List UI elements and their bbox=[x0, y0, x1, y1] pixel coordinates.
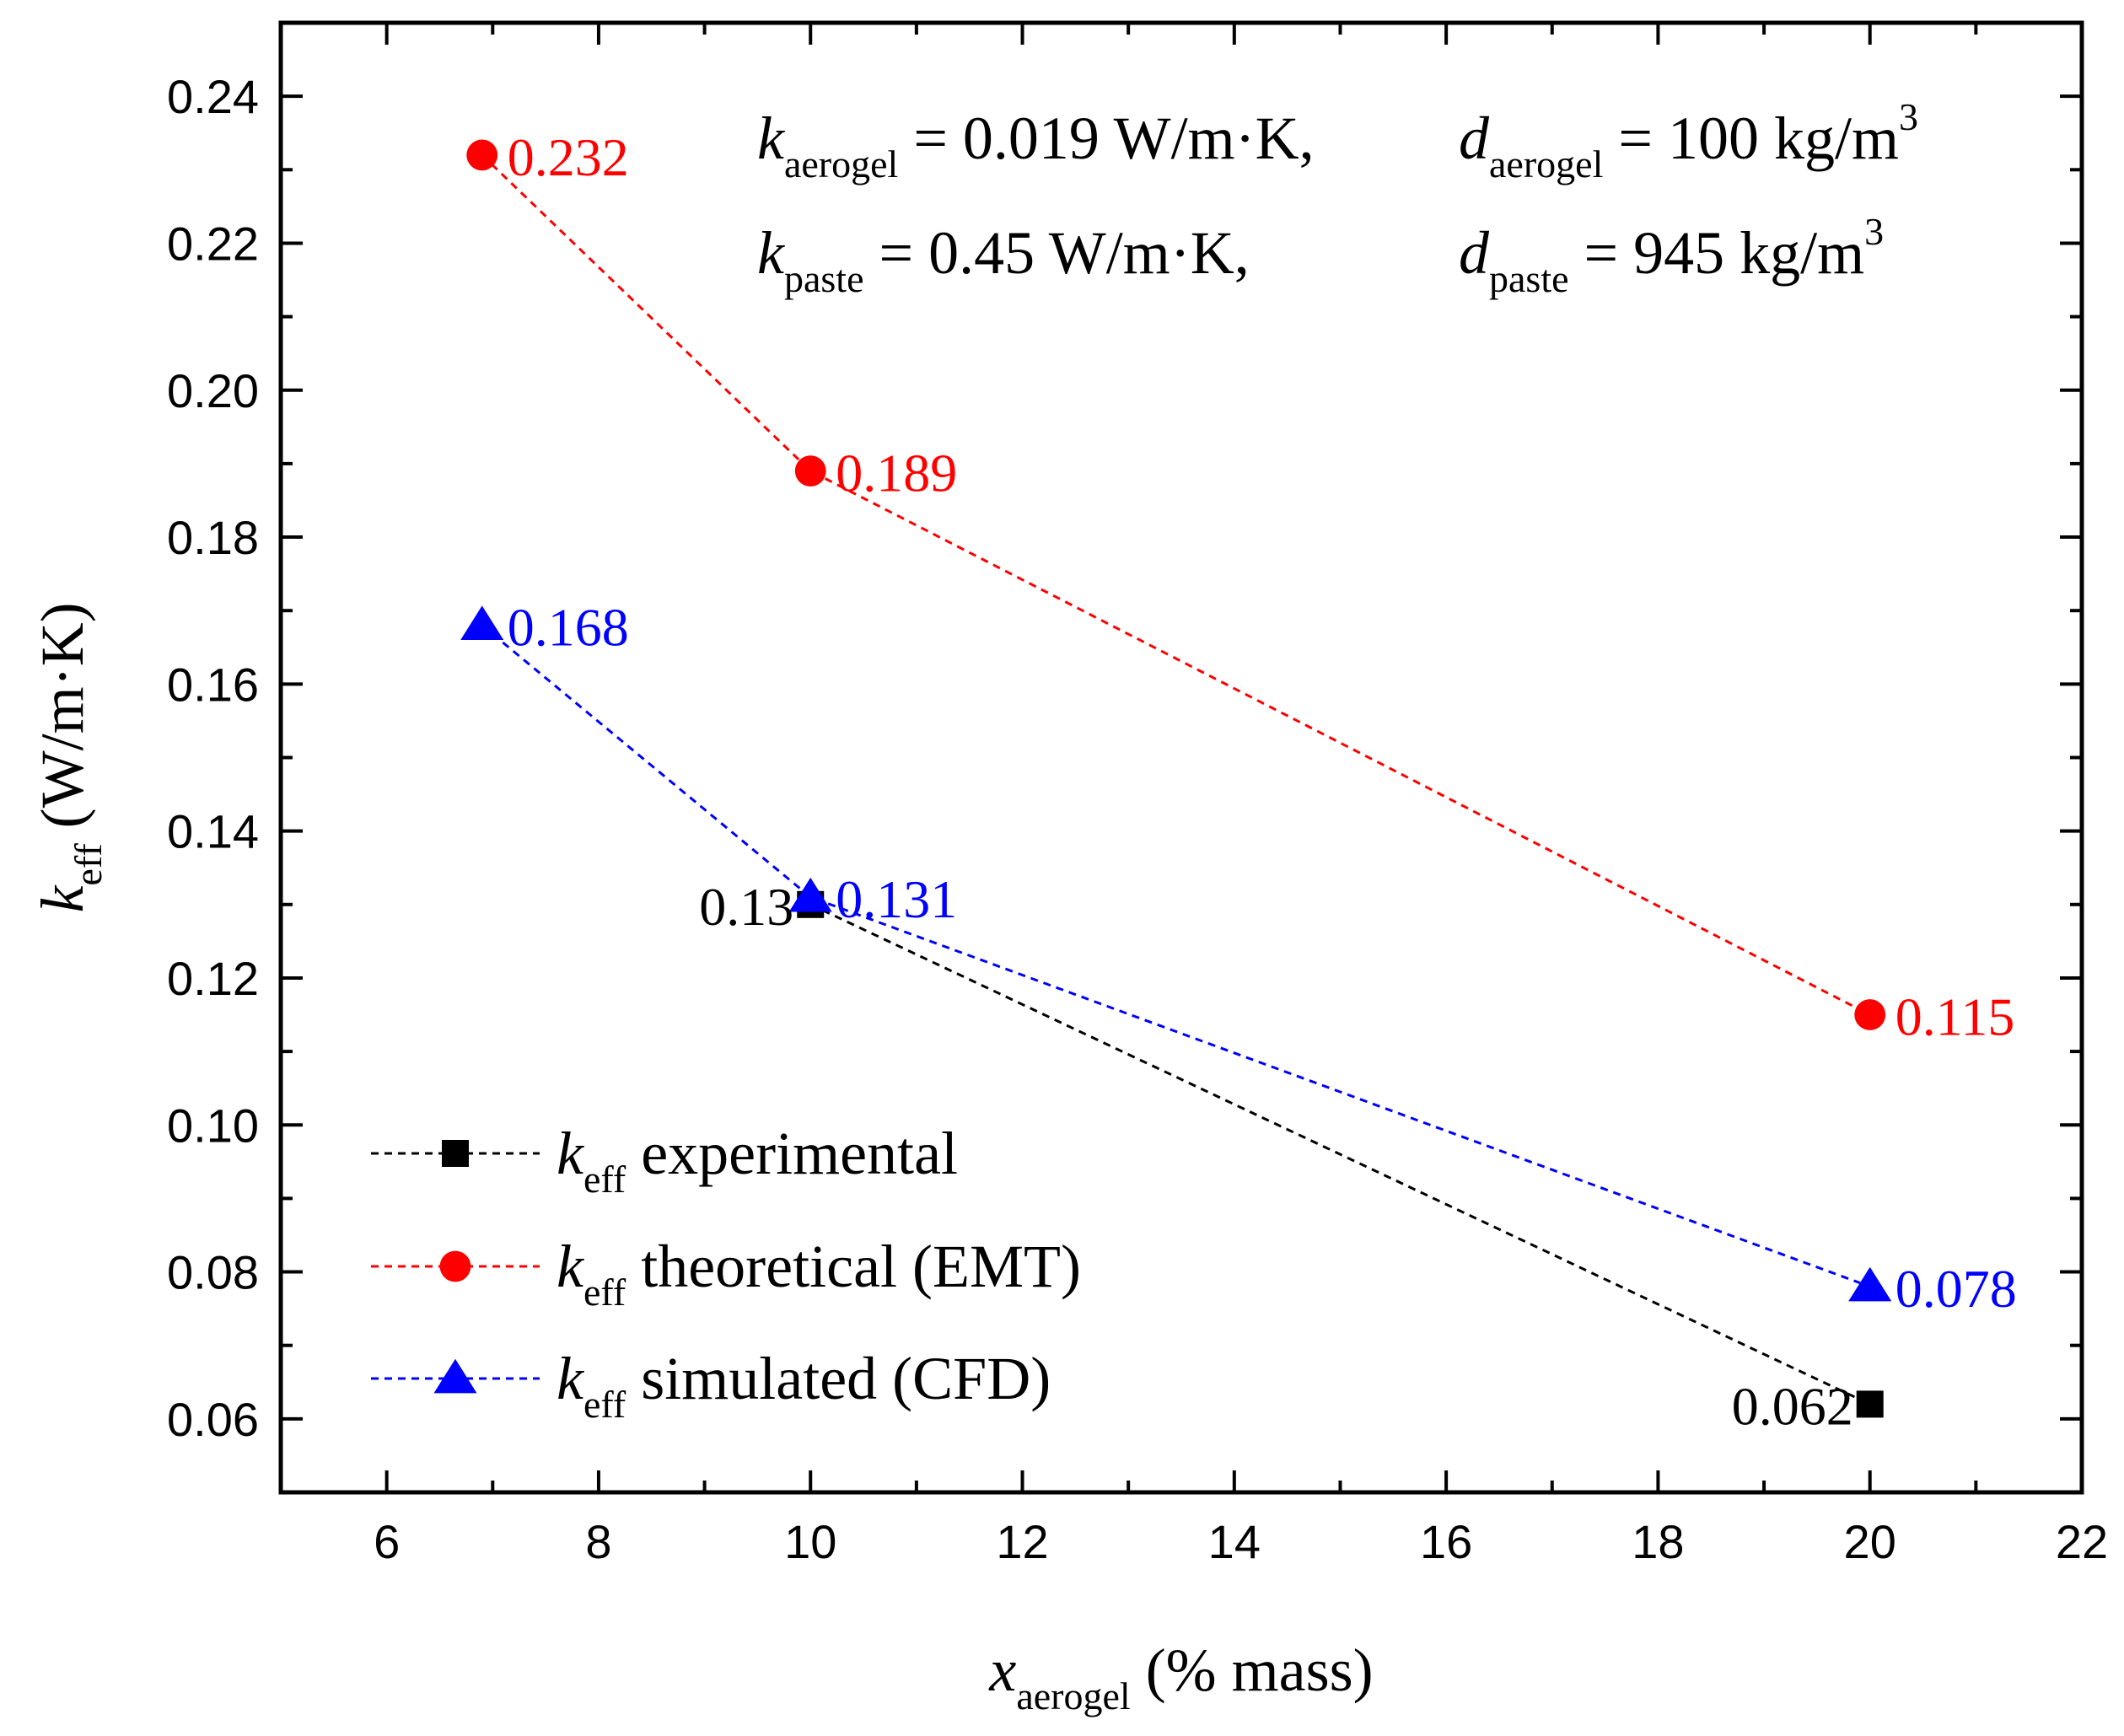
parameter-annotations: kaerogel = 0.019 W/m·K, daerogel = 100 kg… bbox=[757, 95, 1918, 300]
y-tick-label: 0.08 bbox=[167, 1246, 259, 1299]
x-tick-label: 22 bbox=[2056, 1515, 2108, 1568]
param-d: daerogel = 100 kg/m3 bbox=[1459, 95, 1918, 185]
legend-label: keff theoretical (EMT) bbox=[557, 1233, 1081, 1314]
param-k: kaerogel = 0.019 W/m·K, bbox=[757, 105, 1315, 185]
x-tick-label: 12 bbox=[996, 1515, 1048, 1568]
data-point bbox=[1856, 1390, 1884, 1418]
y-tick-label: 0.20 bbox=[167, 364, 259, 417]
y-tick-label: 0.22 bbox=[167, 217, 259, 270]
data-label: 0.062 bbox=[1732, 1376, 1853, 1436]
data-label: 0.078 bbox=[1895, 1259, 2017, 1319]
legend-label: keff simulated (CFD) bbox=[557, 1345, 1051, 1426]
data-point bbox=[466, 139, 498, 171]
x-tick-label: 16 bbox=[1420, 1515, 1472, 1568]
plot-frame bbox=[278, 20, 2084, 1495]
data-point bbox=[788, 877, 832, 912]
y-tick-label: 0.06 bbox=[167, 1393, 259, 1446]
series-triangle bbox=[460, 605, 1892, 1302]
series-line bbox=[481, 153, 1871, 1016]
data-label: 0.13 bbox=[699, 877, 793, 937]
x-tick-label: 6 bbox=[374, 1515, 400, 1568]
data-label: 0.168 bbox=[508, 598, 629, 658]
legend-marker bbox=[439, 1250, 471, 1282]
param-d: dpaste = 945 kg/m3 bbox=[1459, 210, 1884, 300]
legend-item: keff theoretical (EMT) bbox=[371, 1233, 1081, 1314]
y-tick-label: 0.14 bbox=[167, 805, 259, 858]
y-tick-label: 0.16 bbox=[167, 658, 259, 711]
parameter-row: kaerogel = 0.019 W/m·K, daerogel = 100 kg… bbox=[757, 95, 1918, 185]
x-tick-label: 8 bbox=[585, 1515, 611, 1568]
y-axis-title: keff (W/m·K) bbox=[29, 602, 110, 912]
legend-item: keff simulated (CFD) bbox=[371, 1345, 1051, 1426]
data-point bbox=[1848, 1266, 1892, 1302]
x-tick-label: 10 bbox=[784, 1515, 836, 1568]
data-label: 0.115 bbox=[1895, 987, 2015, 1047]
series-line bbox=[809, 903, 1871, 1405]
legend-label: keff experimental bbox=[557, 1120, 958, 1201]
data-label: 0.189 bbox=[836, 443, 957, 503]
y-tick-label: 0.10 bbox=[167, 1099, 259, 1152]
x-tick-label: 18 bbox=[1632, 1515, 1684, 1568]
y-tick-label: 0.12 bbox=[167, 952, 259, 1005]
data-point bbox=[460, 605, 504, 641]
legend-item: keff experimental bbox=[371, 1120, 958, 1201]
parameter-row: kpaste = 0.45 W/m·K, dpaste = 945 kg/m3 bbox=[757, 210, 1884, 300]
data-labels: 0.13 0.062 0.232 0.189 0.115 0.168 0.131 0.078 bbox=[508, 127, 2017, 1437]
data-label: 0.131 bbox=[836, 869, 957, 929]
x-axis-title: xaerogel (% mass) bbox=[988, 1637, 1373, 1717]
y-tick-label: 0.18 bbox=[167, 511, 259, 564]
param-k: kpaste = 0.45 W/m·K, bbox=[757, 219, 1250, 300]
data-point bbox=[1854, 999, 1886, 1030]
data-label: 0.232 bbox=[508, 127, 629, 187]
legend-marker bbox=[433, 1358, 477, 1394]
legend: keff experimental keff theoretical (EMT) k… bbox=[371, 1120, 1081, 1426]
series-line bbox=[481, 624, 1871, 1288]
x-tick-label: 20 bbox=[1844, 1515, 1896, 1568]
y-tick-label: 0.24 bbox=[167, 70, 259, 123]
data-point bbox=[794, 455, 826, 487]
legend-marker bbox=[442, 1140, 469, 1167]
series-circle bbox=[466, 139, 1886, 1030]
x-tick-label: 14 bbox=[1208, 1515, 1261, 1568]
series-layer bbox=[460, 139, 1892, 1418]
